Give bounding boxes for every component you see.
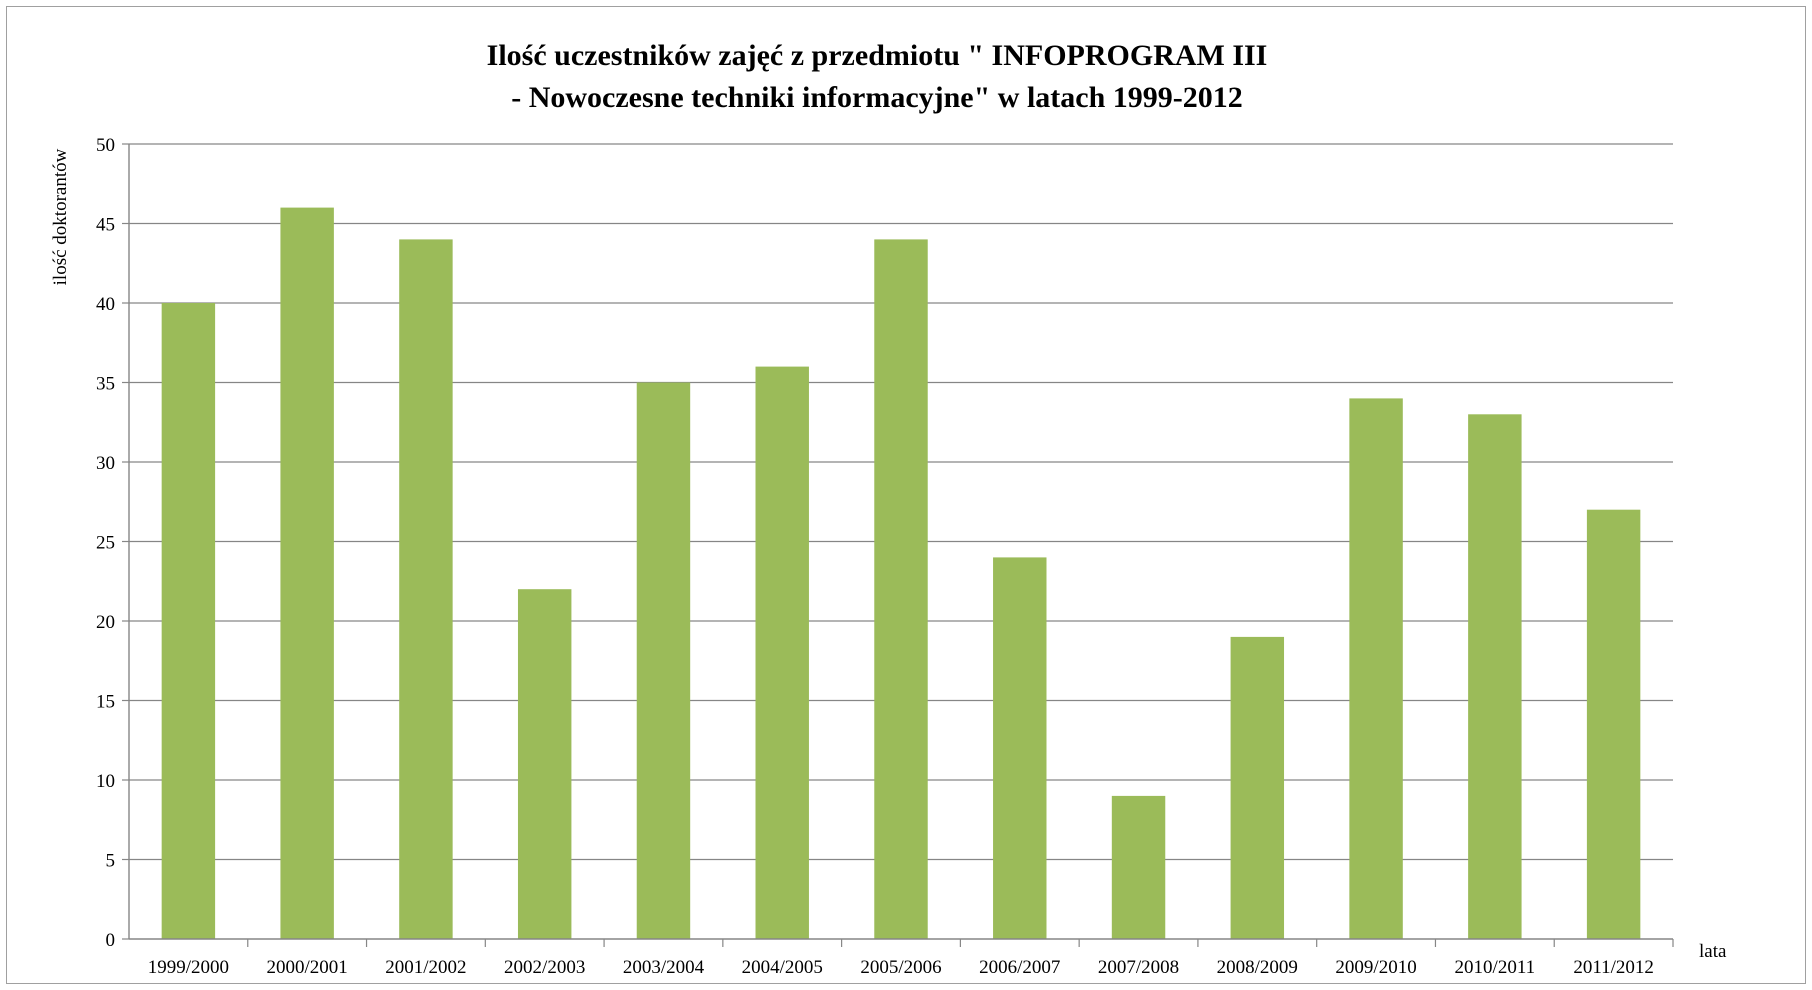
bar xyxy=(1111,795,1166,939)
x-tick-labels: 1999/2000 2000/2001 2001/2002 2002/2003 2003… xyxy=(148,957,1654,978)
x-tick-label: 2003/2004 xyxy=(623,957,705,978)
bars xyxy=(161,207,1641,940)
y-tick-label: 35 xyxy=(96,374,115,395)
x-tick-label: 2000/2001 xyxy=(267,957,348,978)
x-tick-label: 2010/2011 xyxy=(1455,957,1536,978)
x-tick-label: 2006/2007 xyxy=(979,957,1060,978)
y-tick-label: 15 xyxy=(96,692,115,713)
y-tick-label: 30 xyxy=(96,453,115,474)
bar xyxy=(874,239,928,939)
bar xyxy=(755,366,809,940)
y-axis-title: ilość doktorantów xyxy=(50,148,71,285)
x-tick-label: 2005/2006 xyxy=(860,957,941,978)
x-tick-label: 2004/2005 xyxy=(742,957,823,978)
bar xyxy=(1230,636,1285,939)
bar xyxy=(399,239,453,939)
y-tick-label: 50 xyxy=(96,135,115,156)
bar xyxy=(636,382,691,939)
y-tick-label: 45 xyxy=(96,215,115,236)
x-tick-label: 2007/2008 xyxy=(1098,957,1179,978)
x-axis-title: lata xyxy=(1699,941,1727,962)
bar-chart: Ilość uczestników zajęć z przedmiotu " I… xyxy=(50,39,1727,978)
y-tick-label: 0 xyxy=(106,930,116,951)
y-tick-label: 20 xyxy=(96,612,115,633)
chart-subtitle: - Nowoczesne techniki informacyjne" w la… xyxy=(511,81,1243,114)
bar xyxy=(993,557,1047,939)
bar xyxy=(280,207,334,940)
x-tick-label: 2011/2012 xyxy=(1573,957,1654,978)
bar xyxy=(1468,414,1522,939)
bar xyxy=(1586,509,1641,939)
y-tick-labels: 0 5 10 15 20 25 30 35 40 45 50 xyxy=(96,135,115,951)
x-tick-label: 2001/2002 xyxy=(385,957,466,978)
y-tick-label: 5 xyxy=(106,851,116,872)
chart-title: Ilość uczestników zajęć z przedmiotu " I… xyxy=(487,39,1268,72)
y-tick-label: 40 xyxy=(96,294,115,315)
x-tick-label: 2002/2003 xyxy=(504,957,585,978)
axes xyxy=(128,144,1674,947)
bar xyxy=(517,589,572,939)
x-tick-label: 2009/2010 xyxy=(1335,957,1416,978)
y-tick-label: 25 xyxy=(96,533,115,554)
x-tick-label: 1999/2000 xyxy=(148,957,229,978)
y-tick-label: 10 xyxy=(96,771,115,792)
chart-frame: Ilość uczestników zajęć z przedmiotu " I… xyxy=(6,6,1806,984)
bar xyxy=(161,303,216,939)
bar xyxy=(1349,398,1403,939)
x-tick-label: 2008/2009 xyxy=(1217,957,1298,978)
